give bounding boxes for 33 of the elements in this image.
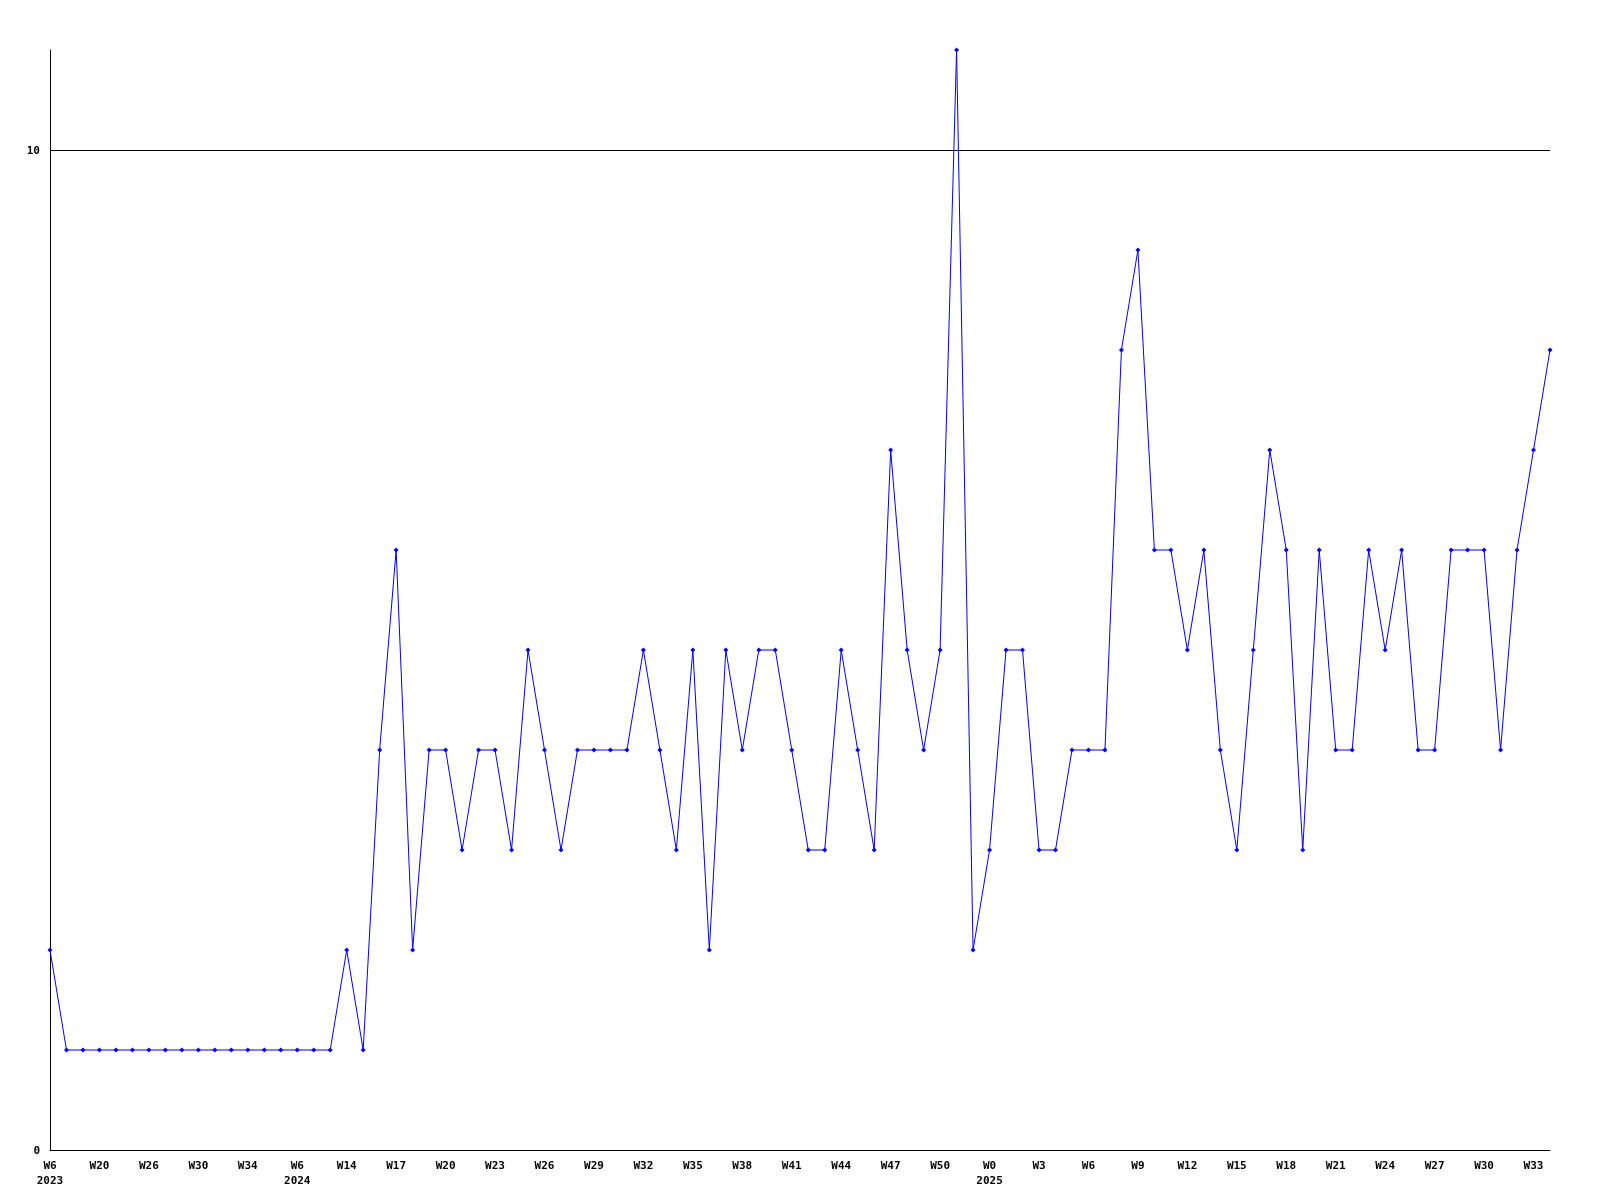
x-tick-label: W23 <box>485 1159 505 1172</box>
x-tick-label: W14 <box>336 1159 358 1172</box>
x-tick-label: W15 <box>1226 1159 1247 1172</box>
y-tick-label: 0 <box>33 1143 40 1157</box>
x-tick-label: W27 <box>1424 1159 1445 1172</box>
x-tick-label: W30 <box>1474 1159 1494 1172</box>
x-tick-label: W3 <box>1032 1159 1046 1172</box>
x-tick-label: W26 <box>138 1159 160 1172</box>
x-tick-label: W44 <box>831 1159 852 1172</box>
x-tick-label: W34 <box>237 1159 259 1172</box>
x-tick-label: W9 <box>1131 1159 1145 1172</box>
x-tick-label: W24 <box>1375 1159 1396 1172</box>
x-tick-label: W35 <box>682 1159 703 1172</box>
x-tick-label: W20 <box>435 1159 456 1172</box>
x-tick-label: W18 <box>1276 1159 1297 1172</box>
x-tick-label: W6 2024 <box>284 1159 311 1187</box>
x-tick-label: W47 <box>880 1159 901 1172</box>
x-tick-label: W29 <box>584 1159 604 1172</box>
x-tick-label: W30 <box>188 1159 209 1172</box>
x-tick-label: W21 <box>1325 1159 1347 1172</box>
x-tick-label: W0 2025 <box>976 1159 1003 1187</box>
x-tick-label: W26 <box>534 1159 555 1172</box>
x-tick-label: W20 <box>89 1159 110 1172</box>
y-tick-label: 10 <box>26 143 40 157</box>
x-tick-label: W33 <box>1523 1159 1544 1172</box>
x-tick-label: W32 <box>633 1159 654 1172</box>
x-tick-label: W6 <box>1081 1159 1096 1172</box>
x-tick-label: W6 2023 <box>36 1159 64 1187</box>
x-tick-label: W50 <box>930 1159 951 1172</box>
x-tick-label: W17 <box>386 1159 407 1172</box>
x-tick-label: W41 <box>781 1159 803 1172</box>
x-tick-label: W12 <box>1177 1159 1198 1172</box>
x-tick-label: W38 <box>732 1159 753 1172</box>
